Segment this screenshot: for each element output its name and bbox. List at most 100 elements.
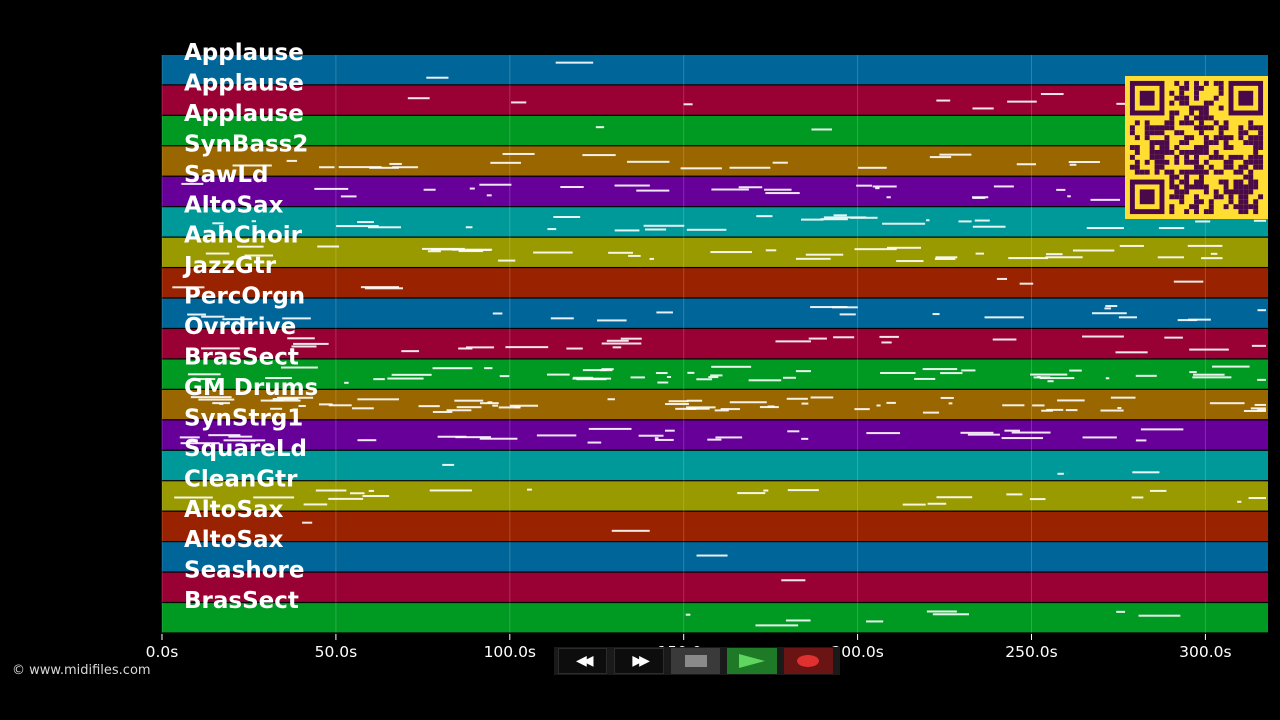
note-mark <box>657 381 669 384</box>
note-mark <box>714 409 729 412</box>
qr-module <box>1258 130 1264 136</box>
qr-module <box>1258 164 1264 170</box>
track-label: SquareLd <box>184 436 307 462</box>
note-mark <box>993 185 1014 188</box>
qr-module <box>1129 145 1135 150</box>
qr-module <box>1213 149 1219 155</box>
qr-module <box>1129 164 1135 170</box>
note-mark <box>1237 500 1242 503</box>
qr-module <box>1248 174 1254 180</box>
note-mark <box>654 437 659 440</box>
note-mark <box>298 404 306 407</box>
fast-forward-button[interactable]: ▶▶ <box>614 648 664 674</box>
qr-module <box>1228 199 1234 205</box>
qr-module <box>1218 80 1224 86</box>
note-mark <box>886 401 896 404</box>
note-mark <box>1047 380 1054 383</box>
qr-module <box>1218 154 1224 160</box>
qr-module <box>1198 174 1204 180</box>
qr-module <box>1233 154 1239 160</box>
track-lane <box>162 511 1268 541</box>
qr-module <box>1243 204 1249 210</box>
note-mark <box>939 153 972 156</box>
track-label: SynStrg1 <box>184 405 303 431</box>
note-mark <box>715 436 743 439</box>
qr-module <box>1154 159 1160 165</box>
qr-module <box>1228 145 1234 150</box>
qr-module <box>1228 154 1234 160</box>
note-mark <box>253 496 295 499</box>
qr-module <box>1223 159 1229 165</box>
note-mark <box>1046 408 1064 411</box>
qr-module <box>1129 125 1135 131</box>
note-mark <box>582 154 616 157</box>
qr-module <box>1129 130 1135 136</box>
qr-module <box>1208 199 1214 205</box>
note-mark <box>934 257 956 260</box>
qr-module <box>1184 115 1190 121</box>
qr-module <box>1134 169 1140 175</box>
note-mark <box>1065 409 1078 412</box>
qr-module <box>1144 125 1150 131</box>
qr-module <box>1164 125 1170 131</box>
tick-label: 50.0s <box>315 643 358 661</box>
qr-module <box>1159 130 1165 136</box>
note-mark <box>765 192 800 195</box>
note-mark <box>369 166 399 169</box>
track-lane <box>162 146 1268 176</box>
note-mark <box>286 159 298 162</box>
note-mark <box>1253 219 1266 222</box>
note-mark <box>222 318 253 321</box>
note-mark <box>881 341 892 344</box>
note-mark <box>502 152 535 155</box>
note-mark <box>527 488 532 491</box>
qr-module <box>1164 169 1170 175</box>
qr-module <box>1238 184 1244 190</box>
qr-module <box>1159 145 1165 150</box>
play-button[interactable] <box>727 648 777 674</box>
note-mark <box>392 166 419 169</box>
qr-module <box>1248 154 1254 160</box>
rewind-button[interactable]: ◀◀ <box>558 648 608 674</box>
qr-module <box>1238 179 1244 185</box>
qr-module <box>1144 159 1150 165</box>
record-button[interactable] <box>783 648 834 674</box>
note-mark <box>451 248 493 251</box>
stop-button[interactable] <box>670 648 721 674</box>
note-mark <box>948 402 953 405</box>
note-mark <box>1115 351 1148 354</box>
record-icon <box>797 655 820 667</box>
note-mark <box>1257 409 1266 412</box>
qr-module <box>1253 199 1259 205</box>
note-mark <box>1131 496 1144 499</box>
qr-module <box>1198 145 1204 150</box>
note-mark <box>665 403 689 406</box>
note-mark <box>509 404 539 407</box>
qr-module <box>1208 140 1214 146</box>
note-mark <box>328 404 352 407</box>
note-mark <box>338 166 382 169</box>
note-mark <box>432 367 473 370</box>
qr-module <box>1134 145 1140 150</box>
note-mark <box>1189 348 1229 351</box>
note-mark <box>810 306 848 309</box>
track-label: AahChoir <box>184 223 303 249</box>
tick-label: 200.0s <box>831 643 883 661</box>
qr-module <box>1233 179 1239 185</box>
note-mark <box>787 430 800 433</box>
note-mark <box>228 435 253 438</box>
note-mark <box>607 398 615 401</box>
copyright-text: © www.midifiles.com <box>12 663 151 678</box>
note-mark <box>437 435 467 438</box>
note-mark <box>801 402 809 405</box>
note-mark <box>775 340 812 343</box>
qr-module <box>1184 80 1190 86</box>
note-mark <box>576 378 607 381</box>
note-mark <box>423 188 436 191</box>
qr-module <box>1174 174 1180 180</box>
qr-module <box>1164 159 1170 165</box>
note-mark <box>854 408 870 411</box>
qr-module <box>1243 130 1249 136</box>
note-mark <box>611 529 650 532</box>
qr-module <box>1169 194 1175 200</box>
